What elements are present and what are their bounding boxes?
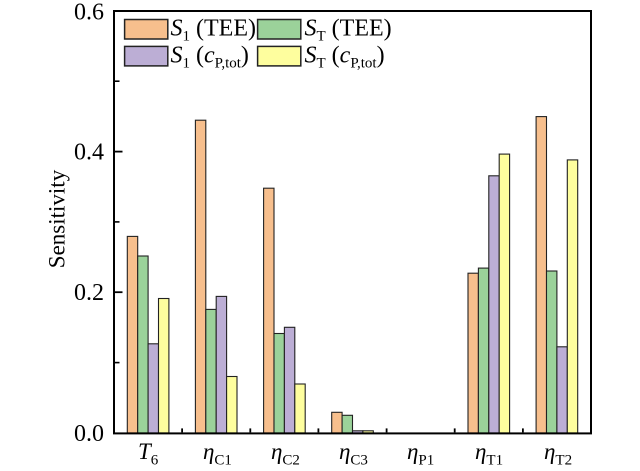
svg-text:ηT1: ηT1 bbox=[475, 439, 503, 469]
svg-text:S1 (cP,tot): S1 (cP,tot) bbox=[171, 43, 249, 72]
svg-text:ST (TEE): ST (TEE) bbox=[305, 16, 392, 45]
svg-text:0.6: 0.6 bbox=[74, 0, 104, 25]
svg-text:0.4: 0.4 bbox=[74, 140, 104, 166]
svg-text:S1 (TEE): S1 (TEE) bbox=[171, 16, 256, 45]
svg-text:0.0: 0.0 bbox=[74, 421, 104, 447]
svg-text:Sensitivity: Sensitivity bbox=[45, 169, 70, 268]
svg-text:ST (cP,tot): ST (cP,tot) bbox=[305, 43, 385, 72]
svg-text:0.2: 0.2 bbox=[74, 280, 104, 306]
